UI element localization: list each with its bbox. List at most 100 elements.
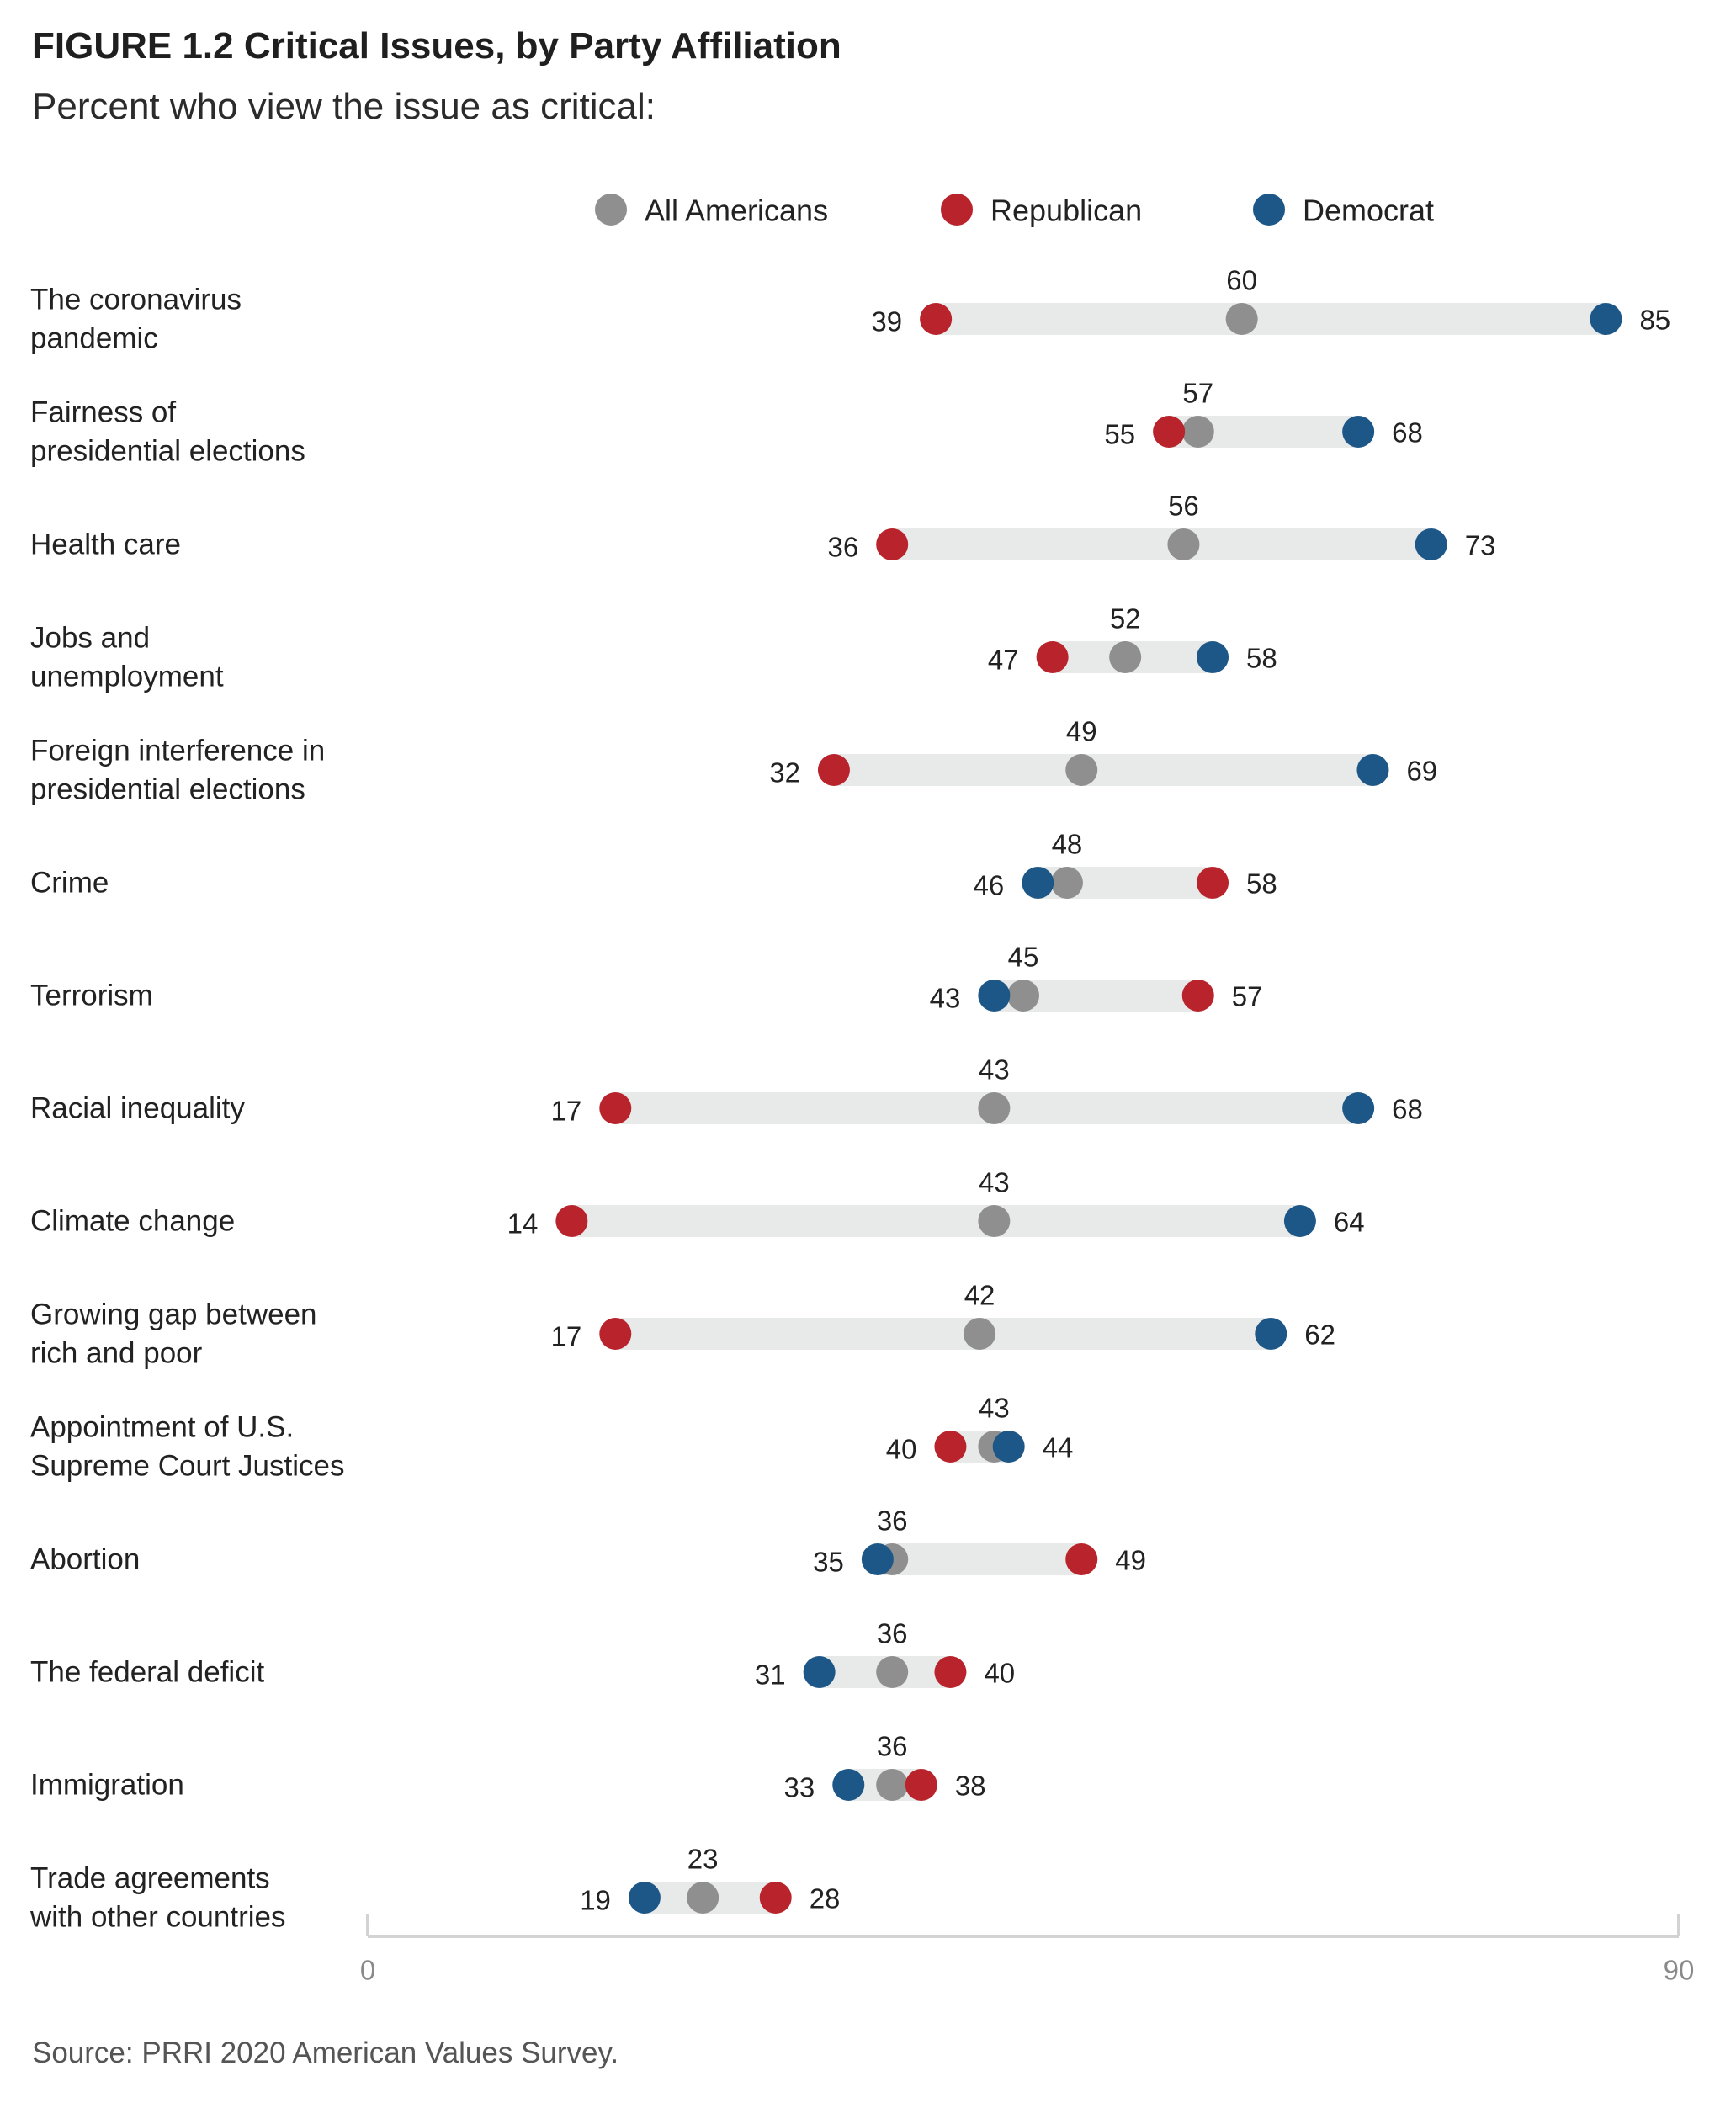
source-note: Source: PRRI 2020 American Values Survey… — [32, 2036, 619, 2069]
value-label-republican: 32 — [769, 757, 800, 789]
category-label: Foreign interference in — [30, 735, 325, 767]
value-label-republican: 57 — [1232, 981, 1263, 1012]
legend-swatch-republican — [941, 194, 973, 226]
category-label: presidential elections — [30, 773, 305, 806]
x-tick-label: 0 — [360, 1955, 375, 1986]
dot-republican — [599, 1092, 632, 1124]
value-label-all: 42 — [964, 1280, 995, 1311]
value-label-all: 45 — [1008, 942, 1039, 973]
value-label-democrat: 43 — [930, 983, 961, 1014]
range-bar — [877, 1543, 1082, 1575]
category-label: Crime — [30, 867, 109, 900]
value-label-all: 23 — [687, 1844, 719, 1875]
value-label-democrat: 33 — [784, 1772, 815, 1803]
dot-democrat — [1283, 1205, 1316, 1237]
category-label: Terrorism — [30, 980, 153, 1012]
value-label-democrat: 44 — [1043, 1432, 1074, 1463]
value-label-all: 52 — [1110, 603, 1141, 635]
dot-all — [1007, 980, 1039, 1012]
dot-democrat — [992, 1431, 1025, 1463]
dot-democrat — [1255, 1318, 1287, 1350]
value-label-democrat: 62 — [1304, 1319, 1335, 1351]
dot-democrat — [1342, 416, 1375, 448]
value-label-democrat: 46 — [974, 870, 1005, 901]
dot-republican — [759, 1882, 792, 1914]
dot-democrat — [1415, 528, 1447, 560]
dot-republican — [1181, 980, 1214, 1012]
value-label-democrat: 85 — [1639, 305, 1670, 336]
value-label-all: 60 — [1226, 265, 1257, 296]
value-label-republican: 38 — [955, 1771, 986, 1802]
value-label-republican: 14 — [507, 1208, 539, 1240]
dot-republican — [817, 754, 850, 786]
category-label: Abortion — [30, 1543, 140, 1576]
value-label-democrat: 58 — [1246, 643, 1277, 674]
category-label: Racial inequality — [30, 1092, 245, 1125]
dot-democrat — [1022, 867, 1054, 899]
value-label-all: 56 — [1168, 491, 1199, 522]
dot-democrat — [832, 1769, 865, 1801]
value-label-republican: 17 — [551, 1321, 582, 1352]
category-label: presidential elections — [30, 435, 305, 468]
value-label-democrat: 35 — [813, 1547, 844, 1578]
dot-all — [1167, 528, 1200, 560]
category-label: Jobs and — [30, 622, 150, 655]
dot-all — [978, 1092, 1011, 1124]
dot-republican — [905, 1769, 937, 1801]
value-label-all: 43 — [979, 1054, 1010, 1086]
value-label-republican: 49 — [1115, 1545, 1146, 1576]
value-label-all: 36 — [877, 1731, 908, 1762]
category-label: with other countries — [29, 1901, 285, 1934]
dot-democrat — [1590, 303, 1622, 335]
dot-all — [1181, 416, 1214, 448]
dot-democrat — [978, 980, 1011, 1012]
dot-democrat — [861, 1543, 894, 1575]
value-label-republican: 58 — [1246, 868, 1277, 900]
value-label-all: 49 — [1066, 716, 1097, 747]
chart-subtitle: Percent who view the issue as critical: — [32, 86, 656, 127]
value-label-all: 36 — [877, 1505, 908, 1537]
legend-swatch-democrat — [1253, 194, 1285, 226]
value-label-all: 36 — [877, 1618, 908, 1649]
value-label-democrat: 69 — [1406, 756, 1437, 787]
dot-republican — [876, 528, 909, 560]
dot-democrat — [1197, 641, 1229, 673]
range-bar — [615, 1318, 1271, 1350]
dot-all — [687, 1882, 719, 1914]
category-label: rich and poor — [30, 1337, 203, 1370]
category-label: Health care — [30, 528, 181, 561]
category-label: Climate change — [30, 1205, 235, 1238]
dot-all — [978, 1205, 1011, 1237]
value-label-republican: 55 — [1104, 419, 1135, 450]
dot-all — [876, 1656, 909, 1688]
category-label: unemployment — [30, 661, 224, 693]
category-label: Appointment of U.S. — [30, 1411, 294, 1444]
dot-all — [964, 1318, 996, 1350]
value-label-republican: 47 — [988, 645, 1019, 676]
dot-all — [876, 1769, 909, 1801]
dot-republican — [1036, 641, 1069, 673]
dot-republican — [1197, 867, 1229, 899]
value-label-democrat: 68 — [1392, 1094, 1423, 1125]
chart-title: FIGURE 1.2 Critical Issues, by Party Aff… — [32, 25, 841, 66]
dot-all — [1225, 303, 1258, 335]
dot-democrat — [803, 1656, 836, 1688]
category-label: Immigration — [30, 1769, 184, 1802]
value-label-all: 57 — [1182, 378, 1213, 409]
value-label-republican: 17 — [551, 1096, 582, 1127]
range-bar — [571, 1205, 1300, 1237]
dot-republican — [920, 303, 953, 335]
value-label-republican: 36 — [827, 532, 858, 563]
legend-label-democrat: Democrat — [1303, 194, 1434, 228]
category-label: pandemic — [30, 322, 158, 355]
dot-republican — [934, 1431, 967, 1463]
dot-republican — [934, 1656, 967, 1688]
category-label: The federal deficit — [30, 1656, 264, 1689]
dot-democrat — [628, 1882, 661, 1914]
category-label: Trade agreements — [30, 1862, 270, 1895]
value-label-democrat: 64 — [1334, 1207, 1365, 1238]
dot-republican — [1065, 1543, 1098, 1575]
dot-republican — [1153, 416, 1186, 448]
dot-democrat — [1342, 1092, 1375, 1124]
